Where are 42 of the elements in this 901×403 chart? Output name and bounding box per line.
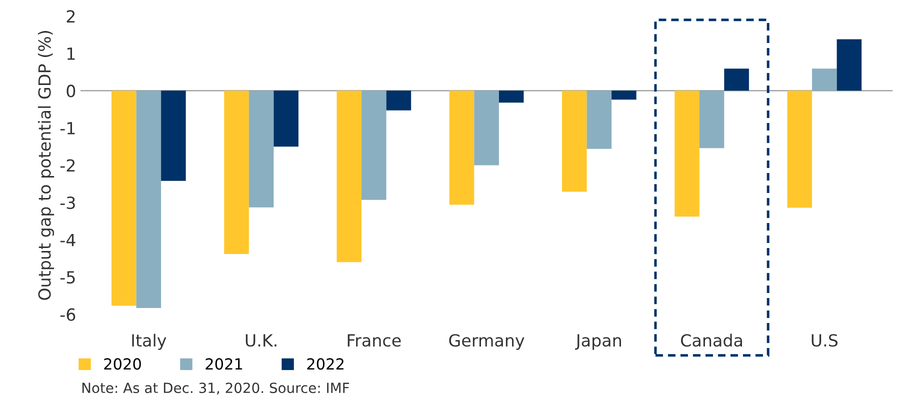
bar [386, 90, 412, 110]
y-tick-label: -5 [60, 271, 75, 284]
y-tick-label: 1 [67, 48, 75, 60]
bar [161, 90, 186, 181]
bar [336, 90, 362, 262]
bar [562, 90, 587, 192]
bar [362, 90, 386, 200]
y-tick-label: -2 [60, 159, 75, 172]
bar [136, 90, 162, 308]
bar [274, 90, 298, 147]
x-tick-label: Italy [132, 334, 166, 350]
bar [248, 90, 274, 208]
y-axis-title: Output gap to potential GDP (%) [38, 31, 54, 300]
text: Note: As at Dec. 31, 2020. Source: IMF [82, 382, 350, 395]
bar [474, 90, 499, 166]
legend-label: 2021 [206, 358, 242, 370]
y-tick-label: 0 [66, 84, 76, 98]
y-tick-label: -6 [60, 308, 76, 321]
legend-label: 2020 [104, 358, 141, 370]
bar [724, 68, 749, 91]
bar [112, 90, 136, 306]
bar [449, 90, 474, 205]
x-tick-label: Canada [681, 334, 742, 347]
bar [224, 90, 249, 254]
x-tick-label: U.K. [246, 334, 276, 347]
bar [812, 68, 837, 91]
y-tick-label: 2 [66, 10, 75, 22]
x-tick-label: Japan [575, 334, 621, 350]
bar [586, 90, 612, 149]
bar [612, 90, 636, 100]
bar [674, 90, 700, 217]
legend-label: 2022 [307, 358, 344, 370]
bar [699, 90, 724, 148]
bar [787, 90, 812, 208]
x-tick-label: U.S [812, 334, 838, 347]
bar [498, 90, 524, 103]
x-tick-label: Germany [449, 334, 524, 350]
y-tick-label: -4 [60, 234, 76, 246]
bar [836, 39, 862, 91]
y-tick-label: -3 [60, 196, 75, 210]
y-tick-label: -1 [60, 122, 75, 134]
x-tick-label: France [348, 334, 401, 347]
